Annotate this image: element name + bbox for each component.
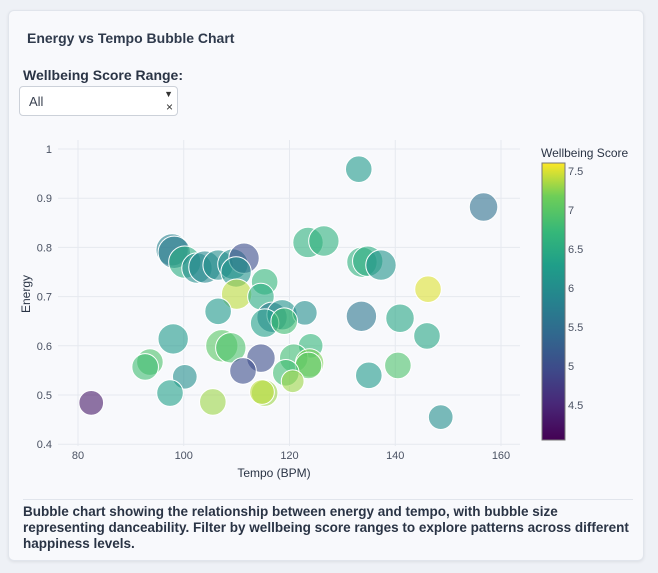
y-tick-label: 0.6 bbox=[37, 341, 52, 353]
bubble[interactable] bbox=[308, 225, 340, 257]
wellbeing-range-select[interactable]: All ▼ × bbox=[19, 86, 178, 116]
y-tick-label: 1 bbox=[46, 144, 52, 156]
colorbar-tick-label: 4.5 bbox=[568, 400, 583, 412]
bubble[interactable] bbox=[204, 297, 232, 326]
caret-down-icon[interactable]: ▼ bbox=[164, 89, 173, 99]
bubble[interactable] bbox=[427, 404, 454, 430]
colorbar-tick-label: 6 bbox=[568, 283, 574, 295]
x-tick-label: 80 bbox=[72, 450, 84, 462]
clear-x-icon[interactable]: × bbox=[165, 100, 173, 114]
y-tick-label: 0.5 bbox=[37, 390, 52, 402]
y-tick-label: 0.9 bbox=[37, 193, 52, 205]
bubble[interactable] bbox=[345, 300, 378, 332]
colorbar-tick-label: 7.5 bbox=[568, 166, 583, 178]
colorbar-tick-label: 5 bbox=[568, 361, 574, 373]
bubble[interactable] bbox=[78, 390, 105, 416]
bubble[interactable] bbox=[270, 307, 299, 336]
bubble[interactable] bbox=[468, 192, 499, 222]
y-tick-label: 0.4 bbox=[37, 439, 52, 451]
bubble[interactable] bbox=[215, 332, 247, 364]
chart-card: Energy vs Tempo Bubble Chart Wellbeing S… bbox=[8, 10, 644, 561]
bubble[interactable] bbox=[355, 361, 383, 390]
chart-caption: Bubble chart showing the relationship be… bbox=[23, 499, 633, 552]
bubble[interactable] bbox=[385, 303, 415, 333]
x-tick-label: 160 bbox=[492, 450, 510, 462]
bubble[interactable] bbox=[131, 353, 159, 381]
bubble[interactable] bbox=[344, 155, 373, 183]
y-tick-label: 0.7 bbox=[37, 292, 52, 304]
x-tick-label: 100 bbox=[175, 450, 193, 462]
filter-label: Wellbeing Score Range: bbox=[23, 67, 183, 83]
y-tick-label: 0.8 bbox=[37, 242, 52, 254]
select-value: All bbox=[29, 94, 44, 109]
bubble[interactable] bbox=[413, 322, 441, 350]
bubble[interactable] bbox=[384, 351, 412, 380]
colorbar-tick-label: 5.5 bbox=[568, 322, 583, 334]
bubble[interactable] bbox=[199, 388, 227, 416]
bubble[interactable] bbox=[365, 249, 397, 281]
x-tick-label: 140 bbox=[386, 450, 404, 462]
bubble[interactable] bbox=[156, 379, 184, 407]
bubble[interactable] bbox=[157, 323, 189, 355]
bubble[interactable] bbox=[249, 379, 275, 405]
bubble[interactable] bbox=[229, 357, 257, 385]
x-axis-label: Tempo (BPM) bbox=[237, 466, 310, 480]
colorbar-tick-label: 7 bbox=[568, 205, 574, 217]
colorbar bbox=[541, 162, 566, 441]
page-title: Energy vs Tempo Bubble Chart bbox=[27, 30, 235, 46]
bubble[interactable] bbox=[414, 275, 442, 304]
colorbar-tick-label: 6.5 bbox=[568, 244, 583, 256]
x-tick-label: 120 bbox=[280, 450, 298, 462]
y-axis-label: Energy bbox=[19, 275, 33, 313]
bubble[interactable] bbox=[280, 369, 305, 394]
colorbar-title: Wellbeing Score bbox=[541, 146, 628, 160]
